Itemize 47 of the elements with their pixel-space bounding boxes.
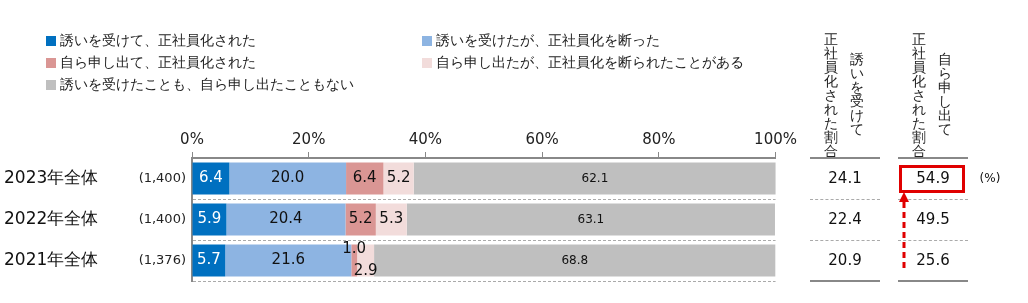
text: 54.9 xyxy=(915,168,951,187)
text: 20.9 xyxy=(827,250,863,269)
text: 正社員化された割合 xyxy=(824,31,838,159)
data-label: 5.2 xyxy=(386,168,411,187)
x-tick-label: 40% xyxy=(408,129,443,148)
bar xyxy=(413,162,776,195)
y-tick-label: 2022年全体 xyxy=(4,207,99,228)
text: (1,400) xyxy=(138,169,186,185)
data-label: 20.0 xyxy=(271,168,305,187)
data-label: 63.1 xyxy=(577,211,605,226)
text: 49.5 xyxy=(915,209,951,228)
text: 25.6 xyxy=(915,250,951,269)
text: 22.4 xyxy=(827,209,863,228)
legend-label: 誘いを受けて、正社員化された xyxy=(60,32,256,50)
x-tick-label: 100% xyxy=(754,129,797,148)
x-tick-label: 80% xyxy=(642,129,676,148)
text: (1,376) xyxy=(138,251,186,267)
y-tick-label: 2023年全体 xyxy=(4,166,99,187)
legend-label: 自ら申し出て、正社員化された xyxy=(60,54,256,72)
data-label: 21.6 xyxy=(271,250,305,269)
x-tick-label: 60% xyxy=(525,129,559,148)
bar xyxy=(226,203,346,236)
data-label: 20.4 xyxy=(269,209,303,228)
data-label: 6.4 xyxy=(198,168,223,187)
data-label: 5.9 xyxy=(197,209,222,228)
text: 正社員化された割合 xyxy=(912,31,926,159)
data-label: 1.0 xyxy=(342,239,367,258)
text: 24.1 xyxy=(827,168,863,187)
data-label: 68.8 xyxy=(561,252,589,267)
text: (1,400) xyxy=(138,210,186,226)
data-label: 5.3 xyxy=(379,209,404,228)
x-tick-label: 20% xyxy=(292,129,326,148)
text: 自ら申し出て xyxy=(938,51,952,137)
legend-label: 自ら申し出たが、正社員化を断られたことがある xyxy=(436,54,744,72)
legend-label: 誘いを受けたが、正社員化を断った xyxy=(436,32,660,50)
data-label: 5.2 xyxy=(348,209,373,228)
bar xyxy=(229,162,347,195)
bar xyxy=(406,203,775,236)
text: (%) xyxy=(978,170,1002,185)
text: 誘いを受けて xyxy=(850,51,864,137)
y-tick-label: 2021年全体 xyxy=(4,248,99,269)
legend-label: 誘いを受けたことも、自ら申し出たこともない xyxy=(60,76,354,94)
data-label: 5.7 xyxy=(196,250,221,269)
data-label: 2.9 xyxy=(353,261,378,280)
x-tick-label: 0% xyxy=(180,129,204,148)
data-label: 6.4 xyxy=(352,168,377,187)
data-label: 62.1 xyxy=(581,170,609,185)
